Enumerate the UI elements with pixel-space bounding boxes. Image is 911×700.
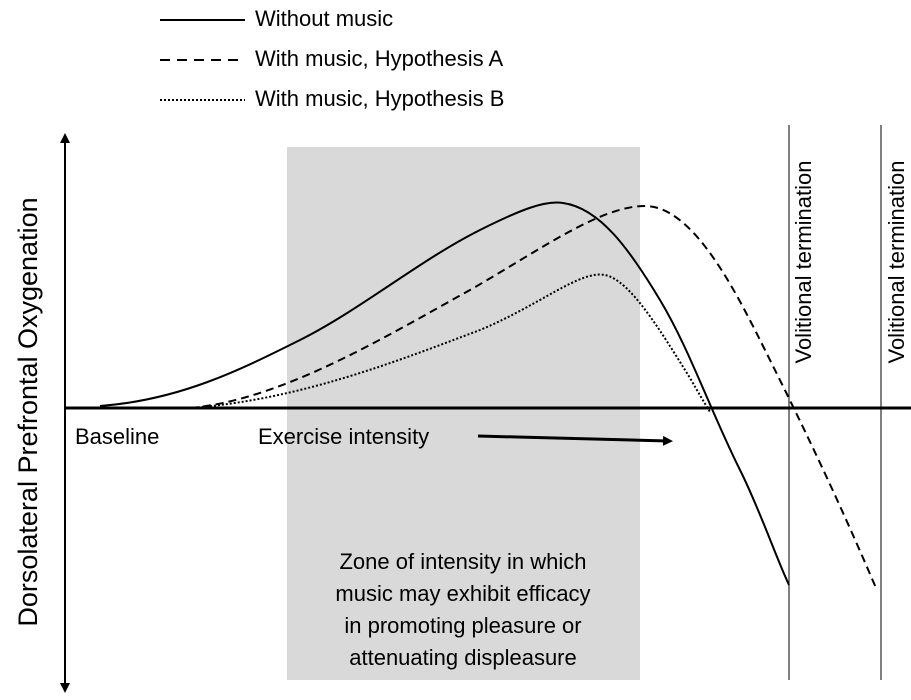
curve-hypothesis-b	[189, 273, 711, 413]
legend-label: Without music	[255, 6, 393, 31]
zone-text: Zone of intensity in which	[339, 549, 586, 574]
y-axis-label: Dorsolateral Prefrontal Oxygenation	[13, 197, 43, 626]
intensity-arrow	[477, 434, 673, 446]
legend-label: With music, Hypothesis B	[255, 86, 504, 111]
legend-label: With music, Hypothesis A	[255, 46, 504, 71]
zone	[287, 147, 640, 680]
termination-label: Volitional termination	[791, 160, 816, 363]
curve-hypothesis-a	[189, 204, 877, 589]
zone-text: music may exhibit efficacy	[335, 581, 590, 606]
termination-label: Volitional termination	[884, 160, 909, 363]
zone-text: in promoting pleasure or	[344, 613, 581, 638]
curve-without-music	[99, 201, 790, 586]
zone-text: attenuating displeasure	[349, 645, 577, 670]
intensity-label: Exercise intensity	[258, 424, 429, 449]
baseline-label: Baseline	[75, 424, 159, 449]
